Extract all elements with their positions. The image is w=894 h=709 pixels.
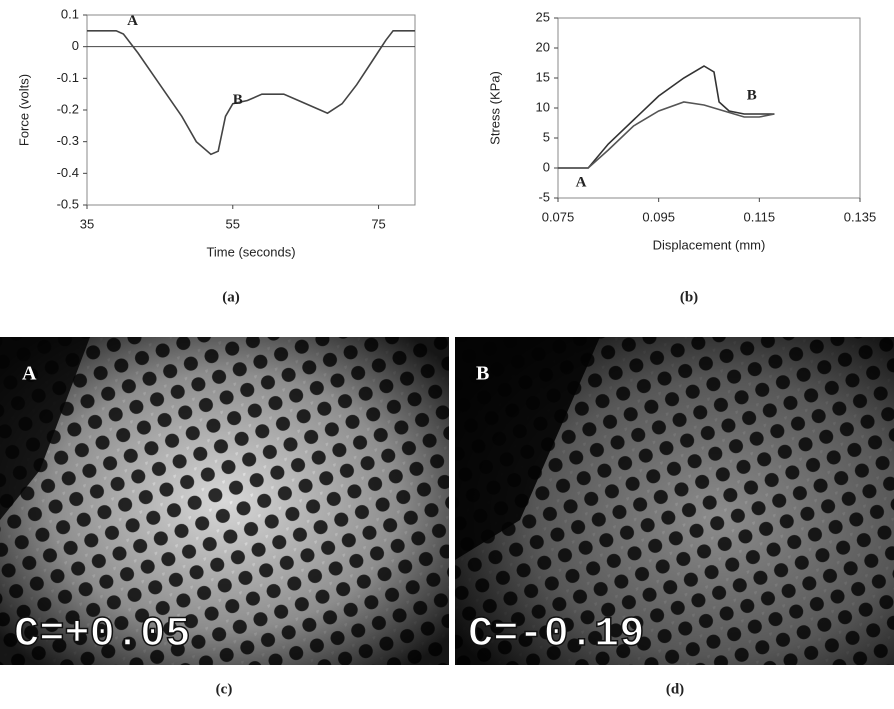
panel-caption: (c) bbox=[216, 681, 233, 697]
y-tick-label: -5 bbox=[538, 189, 550, 204]
chart-caption: (a) bbox=[222, 289, 240, 305]
panel-overlay: C=+0.05 bbox=[14, 610, 190, 658]
y-tick-label: 0 bbox=[543, 159, 550, 174]
panel-label: A bbox=[22, 363, 37, 385]
x-tick-label: 55 bbox=[226, 216, 240, 231]
y-tick-label: -0.1 bbox=[57, 70, 79, 85]
x-axis-title: Time (seconds) bbox=[206, 244, 295, 259]
annotation: A bbox=[127, 13, 138, 29]
x-tick-label: 0.115 bbox=[744, 209, 776, 224]
panel-overlay: C=-0.19 bbox=[468, 610, 644, 658]
x-axis-title: Displacement (mm) bbox=[653, 237, 766, 252]
y-tick-label: -0.4 bbox=[57, 165, 79, 180]
y-axis-title: Force (volts) bbox=[16, 74, 31, 146]
y-tick-label: 15 bbox=[536, 69, 550, 84]
x-tick-label: 0.075 bbox=[542, 209, 575, 224]
annotation: B bbox=[747, 87, 757, 103]
data-line bbox=[87, 30, 415, 156]
annotation: A bbox=[576, 174, 587, 190]
plot-frame bbox=[557, 17, 861, 199]
y-axis-title: Stress (KPa) bbox=[487, 71, 502, 145]
x-tick-label: 35 bbox=[80, 216, 94, 231]
plot-frame bbox=[86, 14, 416, 206]
annotation: B bbox=[233, 92, 243, 108]
y-tick-label: 0 bbox=[72, 38, 79, 53]
data-line bbox=[558, 101, 775, 169]
image-c bbox=[0, 337, 449, 665]
y-tick-label: 0.1 bbox=[61, 6, 79, 21]
x-tick-label: 75 bbox=[371, 216, 385, 231]
y-tick-label: 20 bbox=[536, 39, 550, 54]
y-tick-label: 25 bbox=[536, 9, 550, 24]
panel-caption: (d) bbox=[666, 681, 684, 697]
panel-label: B bbox=[476, 363, 489, 385]
y-tick-label: -0.5 bbox=[57, 196, 79, 211]
y-tick-label: 10 bbox=[536, 99, 550, 114]
data-line bbox=[558, 65, 775, 169]
x-tick-label: 0.135 bbox=[844, 209, 877, 224]
x-tick-label: 0.095 bbox=[642, 209, 675, 224]
image-d bbox=[455, 337, 894, 665]
y-tick-label: 5 bbox=[543, 129, 550, 144]
y-tick-label: -0.3 bbox=[57, 133, 79, 148]
y-tick-label: -0.2 bbox=[57, 101, 79, 116]
chart-caption: (b) bbox=[680, 289, 698, 305]
